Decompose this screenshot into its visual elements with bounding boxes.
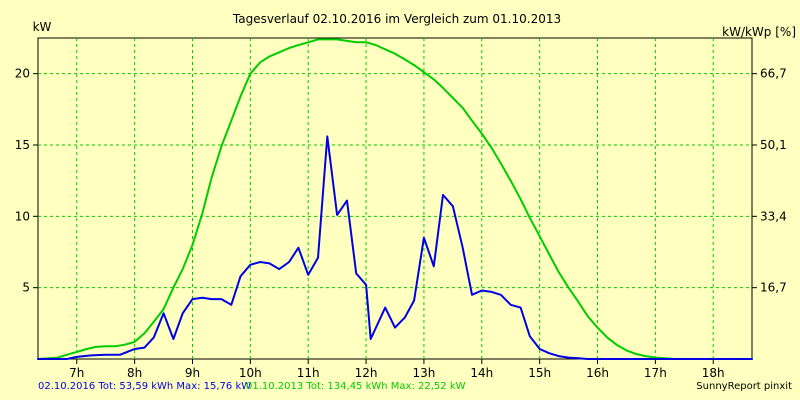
x-tick-label: 11h — [297, 366, 320, 380]
chart-title: Tagesverlauf 02.10.2016 im Vergleich zum… — [232, 12, 561, 26]
series-line-01.10.2013 — [37, 38, 753, 360]
y-tick-label-left: 5 — [22, 281, 30, 295]
x-tick-label: 8h — [127, 366, 142, 380]
x-tick-label: 13h — [412, 366, 435, 380]
y-axis-left-label: kW — [33, 20, 52, 34]
series-lines — [37, 38, 753, 360]
series-2013-summary: 01.10.2013 Tot: 134,45 kWh Max: 22,52 kW — [246, 381, 466, 392]
y-tick-label-left: 20 — [15, 67, 30, 81]
x-tick-label: 12h — [355, 366, 378, 380]
y-tick-label-right: 33,4 — [760, 209, 787, 223]
y-tick-label-right: 50,1 — [760, 138, 787, 152]
plot-area — [37, 37, 753, 360]
credit: SunnyReport pinxit — [696, 381, 792, 392]
series-2016-summary: 02.10.2016 Tot: 53,59 kWh Max: 15,76 kW — [38, 381, 252, 392]
axes: 7h 8h 9h 10h 11h 12h 13h 14h 15h 16h 17h 18h 5 10 15 20… — [15, 67, 787, 380]
y-tick-label-left: 10 — [15, 209, 30, 223]
x-tick-label: 7h — [69, 366, 84, 380]
y-tick-label-right: 16,7 — [760, 281, 787, 295]
y-axis-right-label: kW/kWp [%] — [722, 25, 796, 39]
x-tick-label: 10h — [239, 366, 262, 380]
series-line-02.10.2016 — [37, 135, 753, 360]
y-tick-label-right: 66,7 — [760, 67, 787, 81]
x-tick-label: 14h — [470, 366, 493, 380]
y-tick-label-left: 15 — [15, 138, 30, 152]
x-tick-label: 9h — [185, 366, 200, 380]
x-tick-label: 18h — [702, 366, 725, 380]
x-tick-label: 16h — [586, 366, 609, 380]
x-tick-label: 17h — [644, 366, 667, 380]
grid — [38, 38, 752, 359]
x-tick-label: 15h — [528, 366, 551, 380]
